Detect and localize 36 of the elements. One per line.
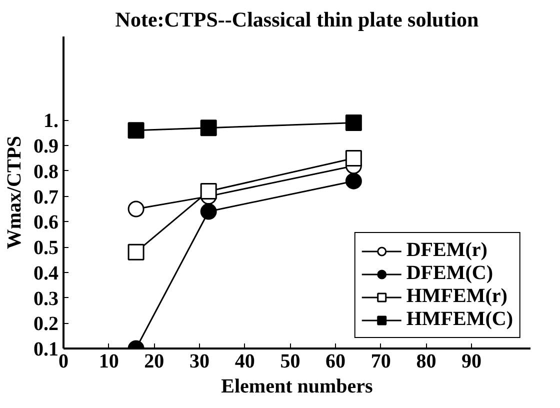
legend-label: DFEM(C) [406,262,493,285]
chart-title: Note:CTPS--Classical thin plate solution [115,8,480,32]
y-tick-label: 1. [44,110,58,132]
x-tick-label: 90 [462,350,482,372]
x-tick-label: 10 [98,350,119,372]
legend-label: HMFEM(r) [406,285,508,308]
y-tick-label: 0.5 [34,237,58,260]
x-tick-label: 30 [190,350,210,372]
y-tick-label: 0.2 [34,313,58,336]
legend-label: DFEM(r) [406,239,488,262]
point [128,122,144,139]
point [200,120,217,136]
y-tick-label: 0.6 [34,212,58,234]
y-axis-title: Wmax/CTPS [4,136,26,250]
x-axis-title: Element numbers [221,376,374,398]
y-tick-label: 0.4 [34,262,58,284]
x-tick-label: 20 [144,350,164,372]
y-tick-label: 0.9 [34,136,58,158]
y-tick-label: 0.1 [34,338,58,360]
x-tick-label: 60 [326,350,346,372]
x-tick-label: 50 [280,350,300,372]
legend-label: HMFEM(C) [406,308,513,331]
point [345,150,362,167]
point [200,203,217,220]
point [345,114,362,131]
point [128,200,144,218]
y-tick-label: 0.7 [34,186,58,208]
point [345,172,362,190]
point [200,182,217,200]
y-tick-label: 0.3 [34,288,58,310]
x-tick-label: 40 [234,350,255,372]
y-tick-label: 0.8 [34,160,58,183]
x-tick-label: 70 [370,350,391,372]
x-tick-label: 0 [58,350,68,372]
point [128,244,144,260]
x-tick-label: 80 [416,350,436,372]
